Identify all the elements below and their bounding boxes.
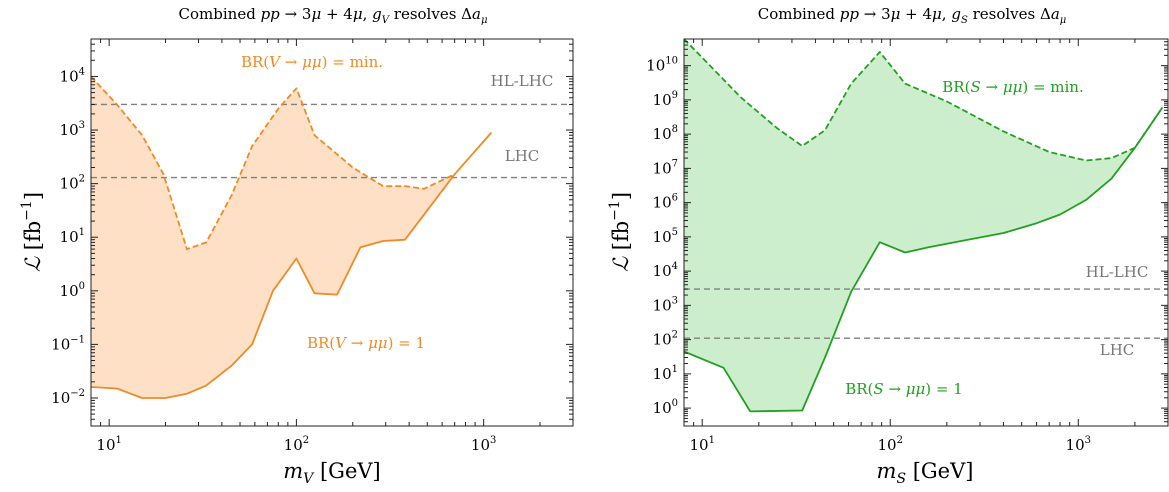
y-tick-label-scalar: 106 [653,193,678,212]
x-axis-label-scalar: mS [GeV] [877,459,974,487]
x-tick-label-scalar: 101 [689,435,714,454]
y-tick-label-vector: 100 [60,281,85,300]
y-axis-label-scalar: ℒ [fb−1] [607,192,633,272]
ref-line-label-hl-lhc-scalar: HL-LHC [1086,263,1149,281]
y-tick-label-vector: 104 [60,66,85,85]
y-tick-label-scalar: 109 [653,90,678,109]
y-tick-label-vector: 103 [60,120,85,139]
x-axis-label-vector: mV [GeV] [283,459,380,487]
chart-title-scalar: Combined pp → 3μ + 4μ, gS resolves Δaμ [758,5,1067,26]
y-tick-label-scalar: 107 [653,158,678,177]
y-tick-label-vector: 10−2 [51,388,85,407]
y-tick-label-scalar: 100 [653,398,678,417]
ref-line-label-hl-lhc-vector: HL-LHC [491,72,554,90]
excluded-band-vector [91,76,492,398]
y-tick-label-vector: 10−1 [51,334,85,353]
series-line-br-one-vector [91,131,493,399]
y-tick-label-scalar: 105 [653,227,678,246]
y-tick-label-scalar: 1010 [646,56,678,75]
series-label-br-one-scalar: BR(S → μμ) = 1 [845,380,963,398]
panel-scalar: Combined pp → 3μ + 4μ, gS resolves Δaμ 1… [607,5,1169,487]
x-tick-label-vector: 103 [471,435,496,454]
axes-frame-vector [90,38,574,427]
x-tick-label-scalar: 103 [1066,435,1091,454]
y-tick-label-vector: 102 [60,174,85,193]
x-tick-label-scalar: 102 [878,435,903,454]
x-tick-label-vector: 102 [284,435,309,454]
x-tick-label-vector: 101 [96,435,121,454]
series-line-br-min-scalar [684,39,1164,162]
series-label-br-min-scalar: BR(S → μμ) = min. [942,78,1083,96]
chart-title-vector: Combined pp → 3μ + 4μ, gV resolves Δaμ [179,5,488,26]
plot-area-scalar [684,39,1168,413]
panel-vector: Combined pp → 3μ + 4μ, gV resolves Δaμ 1… [19,5,574,487]
series-line-br-min-vector [91,75,456,251]
y-tick-label-scalar: 101 [653,364,678,383]
y-tick-label-vector: 101 [60,227,85,246]
y-tick-label-scalar: 104 [653,261,678,280]
excluded-band-scalar [684,39,1163,412]
axes-frame-scalar [683,38,1169,427]
ref-line-label-lhc-scalar: LHC [1100,341,1135,359]
y-tick-label-scalar: 103 [653,295,678,314]
series-label-br-one-vector: BR(V → μμ) = 1 [307,334,425,352]
y-tick-label-scalar: 108 [653,124,678,143]
y-axis-label-vector: ℒ [fb−1] [19,192,45,272]
series-line-br-one-scalar [684,106,1164,413]
y-tick-label-scalar: 102 [653,330,678,349]
series-label-br-min-vector: BR(V → μμ) = min. [241,53,383,71]
plot-area-vector [91,75,573,399]
ref-line-label-lhc-vector: LHC [505,147,540,165]
